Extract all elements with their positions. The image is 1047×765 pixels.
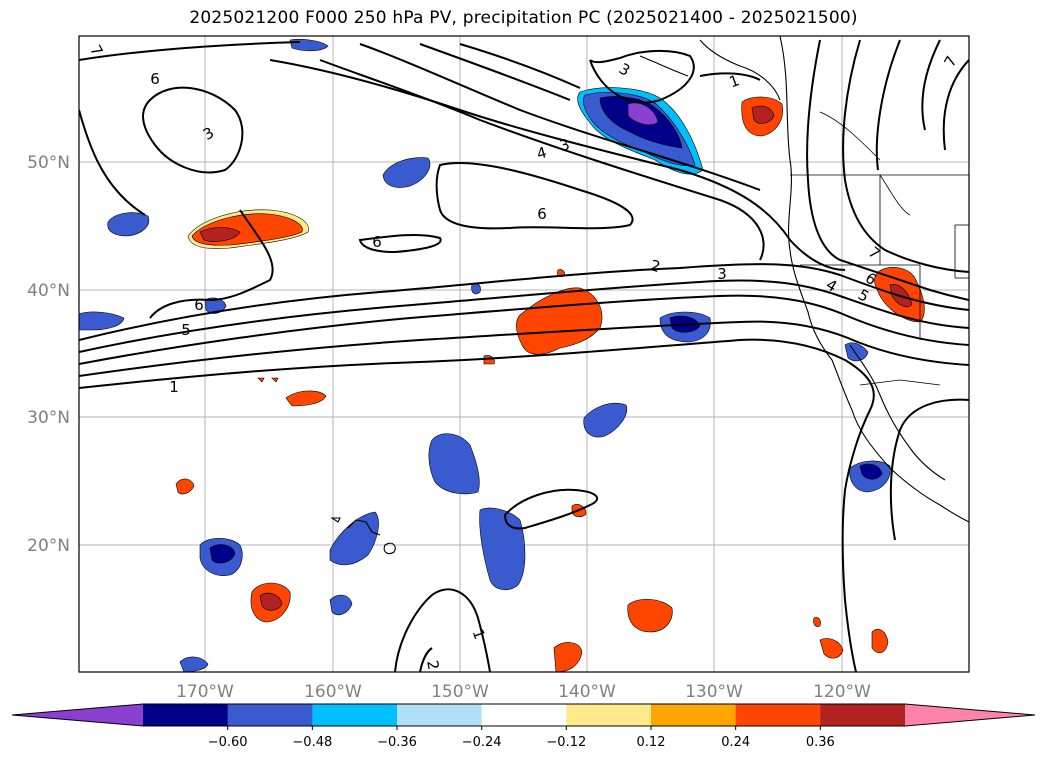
longitude-labels: 170°W 160°W 150°W 140°W 130°W 120°W bbox=[176, 682, 871, 702]
lat-label: 20°N bbox=[27, 536, 70, 556]
contour-label-6: 6 bbox=[372, 233, 382, 251]
colorbar-bin bbox=[227, 704, 313, 726]
borders bbox=[790, 111, 969, 386]
lon-label: 120°W bbox=[813, 682, 871, 702]
colorbar-bin bbox=[735, 704, 821, 726]
pv-contours bbox=[79, 39, 969, 672]
colorbar-tick-label: 0.36 bbox=[806, 735, 835, 750]
colorbar-bin bbox=[397, 704, 483, 726]
contour-label-5: 5 bbox=[181, 321, 191, 339]
contour-label-6: 6 bbox=[150, 70, 160, 88]
contour-label-4: 4 bbox=[535, 143, 549, 163]
lon-label: 150°W bbox=[431, 682, 489, 702]
map-title: 2025021200 F000 250 hPa PV, precipitatio… bbox=[189, 8, 858, 28]
colorbar-bin bbox=[481, 704, 567, 726]
colorbar-bin bbox=[820, 704, 906, 726]
positive-anomaly-areas bbox=[175, 96, 925, 672]
colorbar-tick-label: −0.36 bbox=[377, 735, 417, 750]
colorbar-bin bbox=[651, 704, 737, 726]
lat-label: 30°N bbox=[27, 408, 70, 428]
colorbar-bin bbox=[312, 704, 398, 726]
negative-anomaly-areas bbox=[79, 38, 891, 672]
colorbar-outline bbox=[11, 703, 1036, 727]
colorbar-extend-low bbox=[12, 704, 143, 726]
contour-label-6: 6 bbox=[537, 205, 547, 223]
lon-label: 140°W bbox=[558, 682, 616, 702]
map-frame bbox=[78, 35, 970, 673]
colorbar-tick-label: −0.24 bbox=[462, 735, 502, 750]
coastlines bbox=[330, 36, 969, 555]
colorbar-tick-label: −0.48 bbox=[292, 735, 332, 750]
colorbar-tick-label: −0.12 bbox=[546, 735, 586, 750]
contour-label-3: 3 bbox=[558, 135, 572, 155]
contour-label-2: 2 bbox=[648, 256, 662, 276]
lon-label: 160°W bbox=[304, 682, 362, 702]
contour-label-1: 1 bbox=[169, 378, 179, 396]
colorbar-bin bbox=[566, 704, 652, 726]
colorbar-tick-label: 0.12 bbox=[637, 735, 666, 750]
lat-label: 50°N bbox=[27, 153, 70, 173]
contour-label-6: 6 bbox=[194, 296, 204, 314]
colorbar-bin bbox=[143, 704, 229, 726]
contour-label-3: 3 bbox=[717, 265, 727, 283]
graticule bbox=[79, 36, 969, 672]
latitude-labels: 50°N 40°N 30°N 20°N bbox=[27, 153, 70, 556]
lon-label: 170°W bbox=[176, 682, 234, 702]
contour-label-2: 2 bbox=[423, 659, 442, 672]
colorbar-tick-label: 0.24 bbox=[721, 735, 750, 750]
colorbar-extend-high bbox=[905, 704, 1035, 726]
lat-label: 40°N bbox=[27, 281, 70, 301]
precipitation-shading bbox=[79, 38, 925, 672]
lon-label: 130°W bbox=[685, 682, 743, 702]
colorbar: −0.60 −0.48 −0.36 −0.24 −0.12 0.12 0.24 0.36 bbox=[11, 703, 1036, 750]
colorbar-tick-label: −0.60 bbox=[208, 735, 248, 750]
